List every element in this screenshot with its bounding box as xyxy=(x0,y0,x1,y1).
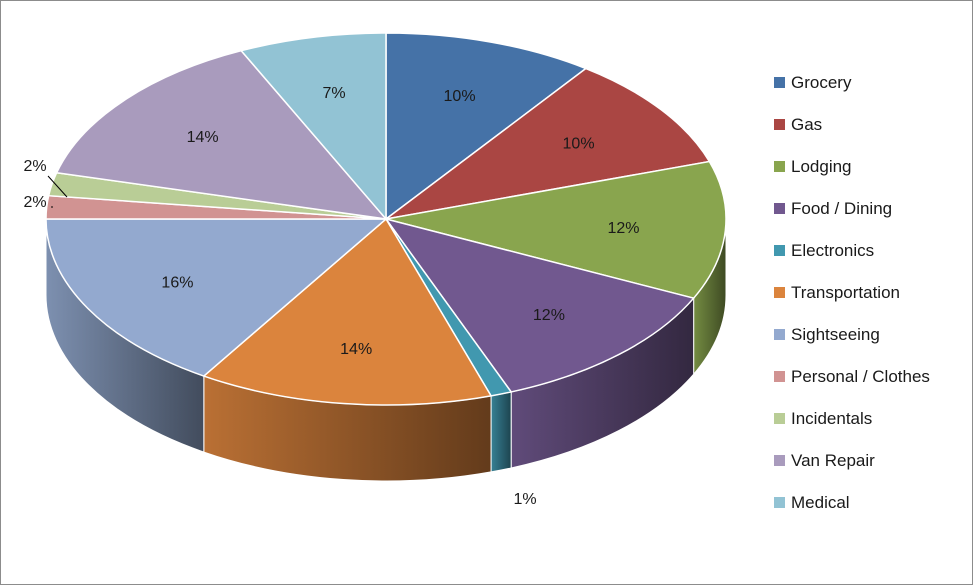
data-label-grocery: 10% xyxy=(444,88,476,105)
data-label-sightseeing: 16% xyxy=(161,275,193,292)
legend-label-sightseeing: Sightseeing xyxy=(791,325,880,344)
legend-label-grocery: Grocery xyxy=(791,73,852,92)
legend-swatch-electronics xyxy=(774,245,785,256)
pie-slice-lodging xyxy=(385,160,727,300)
legend-label-van-repair: Van Repair xyxy=(791,451,875,470)
data-labels: 10% 10% 12% 12% 1% 14% 16% 2% 2% 14% 7% xyxy=(23,85,639,508)
data-label-personal-clothes: 2% xyxy=(23,194,46,211)
legend-label-incidentals: Incidentals xyxy=(791,409,872,428)
legend: Grocery Gas Lodging Food / Dining Electronic… xyxy=(774,73,930,512)
legend-label-medical: Medical xyxy=(791,493,850,512)
legend-label-lodging: Lodging xyxy=(791,157,852,176)
legend-label-transportation: Transportation xyxy=(791,283,900,302)
data-label-medical: 7% xyxy=(323,85,346,102)
data-label-van-repair: 14% xyxy=(187,129,219,146)
legend-label-personal-clothes: Personal / Clothes xyxy=(791,367,930,386)
pie-tops xyxy=(45,32,727,406)
legend-swatch-medical xyxy=(774,497,785,508)
pie-slice-transportation xyxy=(202,217,493,406)
legend-swatch-lodging xyxy=(774,161,785,172)
leader-lines xyxy=(47,175,68,208)
legend-swatch-transportation xyxy=(774,287,785,298)
data-label-incidentals: 2% xyxy=(23,158,46,175)
data-label-electronics: 1% xyxy=(513,491,536,508)
data-label-lodging: 12% xyxy=(608,220,640,237)
pie-slice-van-repair xyxy=(55,49,388,221)
data-label-gas: 10% xyxy=(563,135,595,152)
legend-label-gas: Gas xyxy=(791,115,822,134)
pie-slice-food-dining xyxy=(384,217,695,393)
legend-swatch-incidentals xyxy=(774,413,785,424)
legend-swatch-gas xyxy=(774,119,785,130)
pie-side-electronics xyxy=(490,391,512,473)
pie-slice-gas xyxy=(385,67,711,220)
pie-sides xyxy=(45,218,727,482)
legend-swatch-van-repair xyxy=(774,455,785,466)
legend-swatch-personal-clothes xyxy=(774,371,785,382)
legend-swatch-grocery xyxy=(774,77,785,88)
data-label-food-dining: 12% xyxy=(533,307,565,324)
pie-slice-medical xyxy=(239,32,387,222)
legend-label-electronics: Electronics xyxy=(791,241,874,260)
legend-label-food-dining: Food / Dining xyxy=(791,199,892,218)
data-label-transportation: 14% xyxy=(340,341,372,358)
pie-slice-grocery xyxy=(385,32,588,221)
pie-slice-sightseeing xyxy=(45,218,389,377)
leader-line-incidentals xyxy=(47,175,68,198)
legend-swatch-food-dining xyxy=(774,203,785,214)
legend-swatch-sightseeing xyxy=(774,329,785,340)
